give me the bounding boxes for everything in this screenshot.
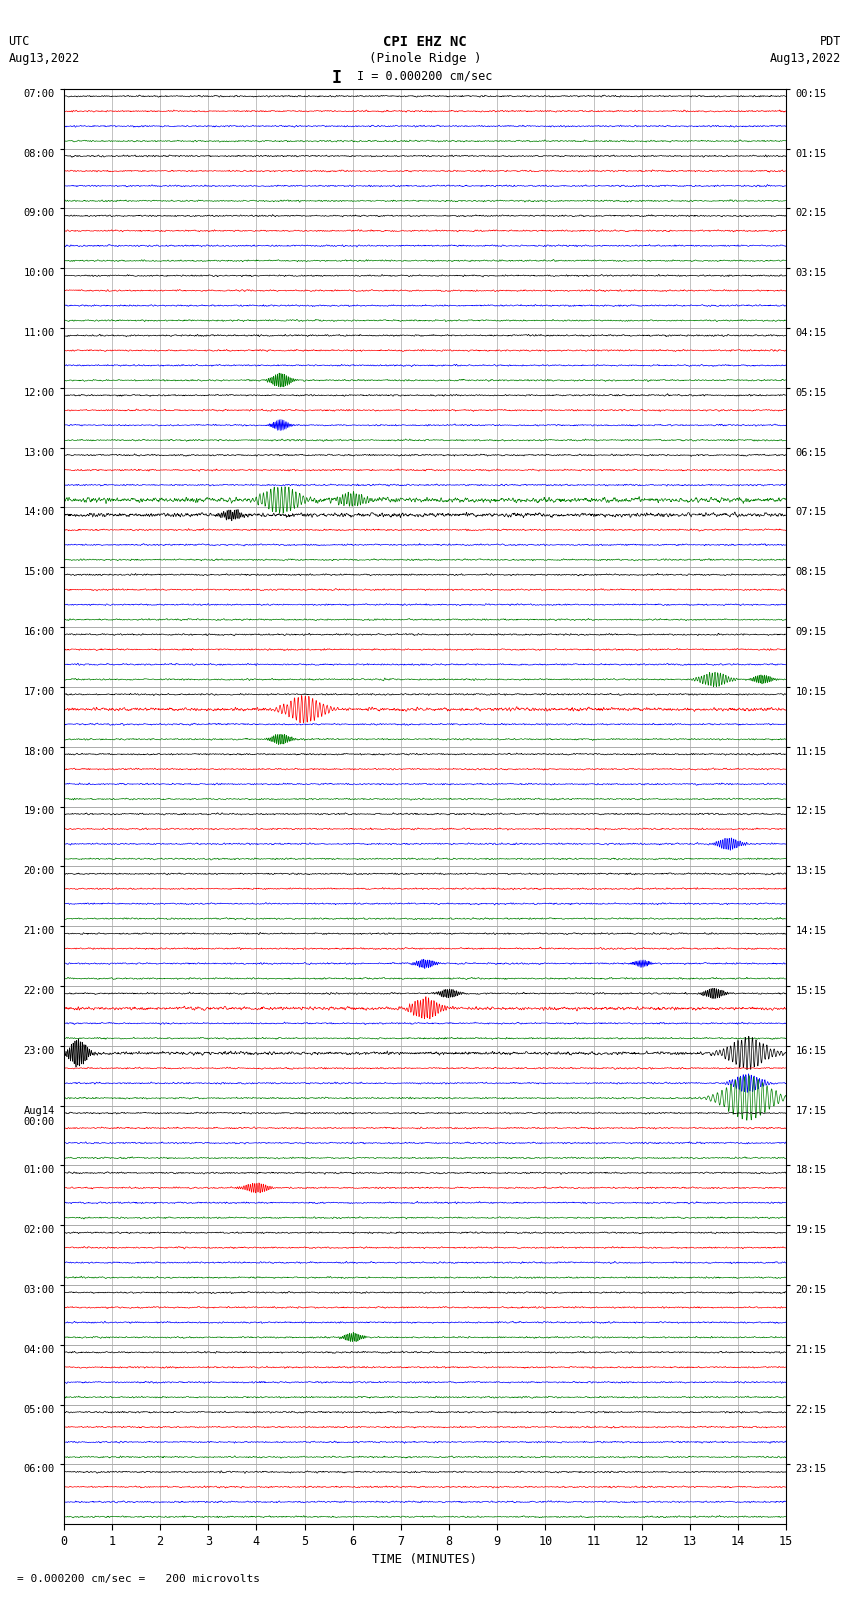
Text: PDT: PDT <box>820 35 842 48</box>
Text: CPI EHZ NC: CPI EHZ NC <box>383 35 467 50</box>
Text: I = 0.000200 cm/sec: I = 0.000200 cm/sec <box>357 69 492 82</box>
Text: = 0.000200 cm/sec =   200 microvolts: = 0.000200 cm/sec = 200 microvolts <box>17 1574 260 1584</box>
Text: Aug13,2022: Aug13,2022 <box>8 52 80 65</box>
Text: UTC: UTC <box>8 35 30 48</box>
Text: Aug13,2022: Aug13,2022 <box>770 52 842 65</box>
Text: I: I <box>332 69 342 87</box>
Text: (Pinole Ridge ): (Pinole Ridge ) <box>369 52 481 65</box>
X-axis label: TIME (MINUTES): TIME (MINUTES) <box>372 1553 478 1566</box>
